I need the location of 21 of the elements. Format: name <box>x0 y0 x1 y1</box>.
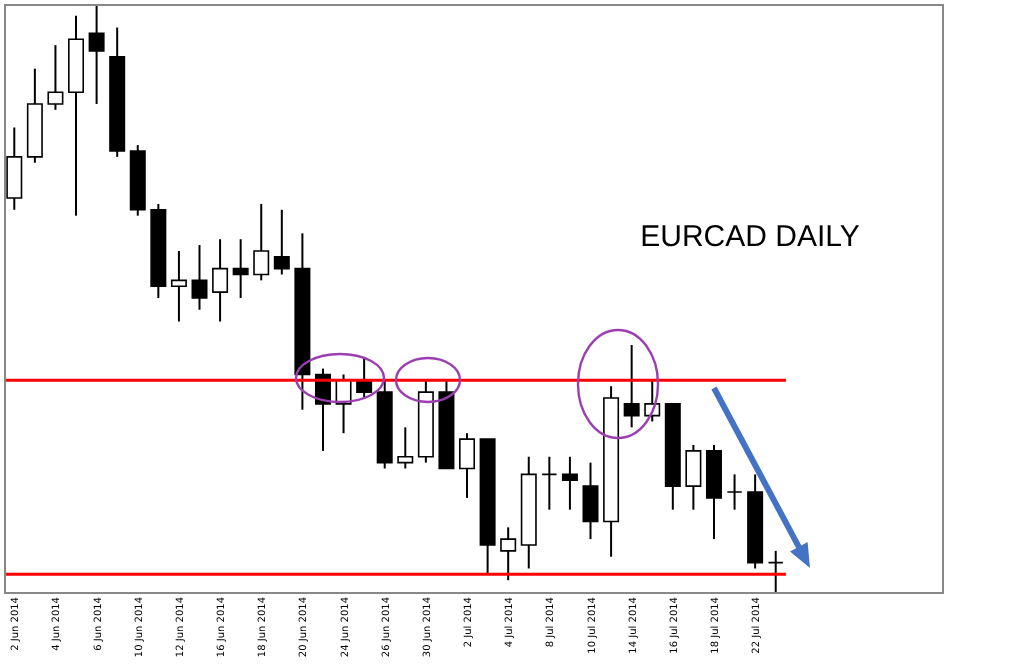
candlestick <box>623 344 640 429</box>
candlestick <box>191 244 208 311</box>
candlestick <box>88 3 105 105</box>
candlestick <box>561 455 578 511</box>
candlestick <box>212 238 229 323</box>
candlestick <box>6 126 23 211</box>
candlestick <box>397 426 414 470</box>
candlestick <box>47 44 64 111</box>
candlestick <box>767 549 784 593</box>
candlestick <box>541 455 558 511</box>
candlestick <box>705 444 722 541</box>
annotation: EURCAD DAILY <box>640 220 860 254</box>
candlestick <box>582 461 599 541</box>
candlestick <box>232 238 249 299</box>
candlestick <box>170 249 187 323</box>
candlestick <box>500 526 517 582</box>
candlestick <box>273 208 290 276</box>
candlestick <box>253 202 270 282</box>
candlestick <box>459 432 476 499</box>
candlestick <box>685 444 702 511</box>
candlestick <box>726 473 743 511</box>
